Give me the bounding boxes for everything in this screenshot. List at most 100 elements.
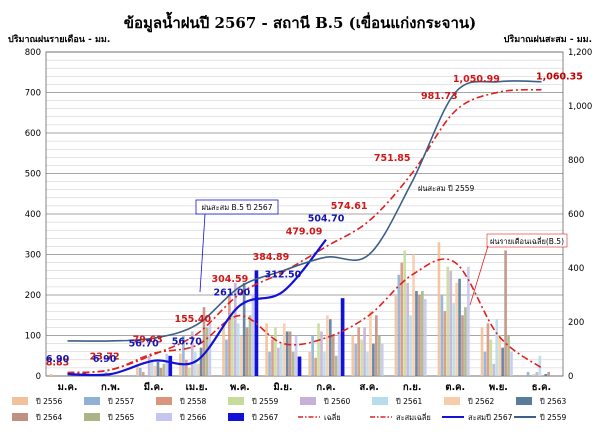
bar xyxy=(400,262,404,376)
legend-label: ปี 2567 xyxy=(251,413,278,422)
right-tick-label: 1,200 xyxy=(568,48,592,58)
x-tick-label: ธ.ค. xyxy=(532,382,551,393)
bar xyxy=(285,331,289,376)
bar xyxy=(236,323,240,376)
bar xyxy=(483,351,487,376)
bar xyxy=(357,327,360,376)
legend-swatch xyxy=(372,397,388,405)
bar xyxy=(337,331,341,376)
bar xyxy=(231,315,234,376)
legend-swatch xyxy=(156,397,172,405)
bar xyxy=(291,351,295,376)
bar xyxy=(168,355,173,376)
series-line xyxy=(67,258,542,374)
avg-cum-label: 155.40 xyxy=(174,314,211,325)
bar xyxy=(498,335,502,376)
bar xyxy=(449,270,453,376)
avg-cum-label: 1,050.99 xyxy=(453,74,500,85)
bar xyxy=(153,365,157,376)
right-tick-label: 1,000 xyxy=(568,102,592,112)
bar xyxy=(251,295,255,376)
bar xyxy=(208,323,212,376)
series-line xyxy=(67,88,542,375)
bar xyxy=(311,335,314,376)
bar xyxy=(331,335,335,376)
bar xyxy=(507,335,510,376)
bar xyxy=(314,357,317,376)
bar xyxy=(423,299,427,376)
bar xyxy=(354,343,358,376)
bar xyxy=(326,315,329,376)
legend: ปี 2556 ปี 2557 ปี 2558 ปี 2559 ปี 2560 ปี 25… xyxy=(12,397,566,422)
bar xyxy=(480,327,484,376)
x-tick-label: มี.ค. xyxy=(144,381,164,393)
cum2567-box xyxy=(195,199,279,215)
legend-label: ปี 2557 xyxy=(107,397,134,406)
bar xyxy=(159,367,163,376)
legend-label: ปี 2559 xyxy=(251,397,278,406)
left-tick-label: 700 xyxy=(25,89,41,99)
bar xyxy=(409,315,412,376)
bar xyxy=(532,373,536,376)
legend-swatch xyxy=(300,397,316,405)
bar xyxy=(492,363,496,376)
cum-2567-label: 56.70 xyxy=(129,339,159,350)
bar xyxy=(495,319,499,376)
avg-cum-label: 384.89 xyxy=(253,252,290,263)
legend-swatch xyxy=(228,397,244,405)
bar xyxy=(510,351,513,376)
legend-swatch xyxy=(444,397,460,405)
bar xyxy=(489,339,493,376)
bar xyxy=(150,359,154,376)
legend-label: ปี 2560 xyxy=(323,397,350,406)
cum2559-annotation: ฝนสะสม ปี 2559 xyxy=(418,184,474,193)
bar xyxy=(268,351,271,376)
x-tick-label: ก.ย. xyxy=(403,382,422,393)
bar xyxy=(544,373,548,376)
bar xyxy=(412,254,415,376)
bar xyxy=(248,315,252,376)
cum-2567-label: 261.00 xyxy=(214,288,251,299)
data-labels: 8.83 23.72 79.63 155.40 304.59 384.89 479.09 57… xyxy=(46,72,583,369)
bar xyxy=(443,311,447,376)
legend-swatch xyxy=(516,397,532,405)
bar xyxy=(369,311,372,376)
bar xyxy=(274,327,277,376)
bar xyxy=(526,371,530,376)
monthly-avg-box xyxy=(486,233,568,248)
bar xyxy=(294,335,298,376)
legend-label: เฉลี่ย xyxy=(324,412,341,422)
legend-label: ปี 2566 xyxy=(179,413,206,422)
bar xyxy=(501,347,504,376)
cum-2567-label: 312.50 xyxy=(265,270,302,281)
bar xyxy=(397,274,401,376)
legend-swatch xyxy=(84,413,100,421)
bar xyxy=(363,327,366,376)
legend-swatch xyxy=(156,413,172,421)
x-tick-label: ต.ค. xyxy=(445,382,465,393)
bar xyxy=(418,295,421,376)
bar xyxy=(340,298,345,376)
bar xyxy=(297,356,302,376)
bar xyxy=(138,367,142,376)
x-tick-label: เม.ย. xyxy=(186,382,208,393)
monthly-avg-leader xyxy=(469,245,489,306)
left-tick-label: 500 xyxy=(25,170,41,180)
line-series xyxy=(67,80,542,377)
x-tick-label: พ.ย. xyxy=(489,382,508,393)
bar xyxy=(394,295,398,376)
right-tick-label: 200 xyxy=(568,318,584,328)
left-tick-label: 800 xyxy=(25,48,41,58)
legend-label: ปี 2565 xyxy=(107,413,134,422)
legend-label: ปี 2556 xyxy=(35,397,62,406)
bar xyxy=(317,323,320,376)
avg-cum-label: 23.72 xyxy=(90,352,120,363)
bar xyxy=(320,331,323,376)
bar xyxy=(165,353,169,376)
cum-2567-label: 6.90 xyxy=(93,354,117,365)
bar xyxy=(239,335,243,376)
chart-title: ข้อมูลน้ำฝนปี 2567 - สถานี B.5 (เขื่อนแก… xyxy=(124,11,477,33)
bar xyxy=(245,327,249,376)
bar xyxy=(372,343,375,376)
